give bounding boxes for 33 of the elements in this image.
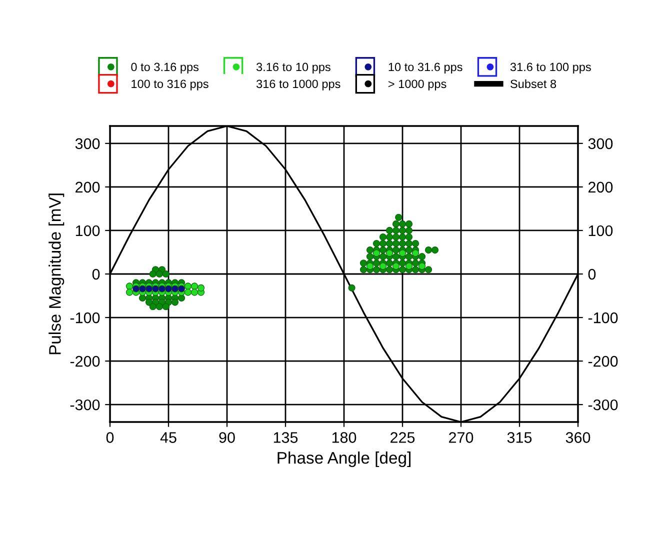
legend-label: 100 to 316 pps xyxy=(132,80,208,90)
y2-tick-label: -200 xyxy=(588,356,618,367)
legend-label: 10 to 31.6 pps xyxy=(388,62,462,74)
legend-label: 0 to 3.16 pps xyxy=(131,62,199,74)
legend-label: 31.6 to 100 pps xyxy=(510,62,591,74)
x-tick-label: 360 xyxy=(566,432,590,443)
y-tick-label: 200 xyxy=(76,182,100,193)
x-tick-label: 180 xyxy=(332,432,356,443)
x-tick-label: 225 xyxy=(390,432,415,443)
x-tick-label: 45 xyxy=(160,432,176,443)
y2-tick-label: -300 xyxy=(588,399,618,410)
y2-tick-label: 200 xyxy=(588,182,613,193)
y2-tick-label: -100 xyxy=(588,312,618,324)
y-axis-title: Pulse Magnitude [mV] xyxy=(48,194,64,354)
y2-tick-label: 300 xyxy=(588,138,613,150)
x-axis-title: Phase Angle [deg] xyxy=(278,452,410,468)
y2-tick-label: 0 xyxy=(588,268,596,280)
y-tick-label: -300 xyxy=(70,399,100,410)
x-tick-label: 135 xyxy=(274,432,298,443)
y-tick-label: -200 xyxy=(70,356,100,367)
x-tick-label: 315 xyxy=(507,432,532,443)
x-tick-label: 90 xyxy=(219,432,235,443)
legend-label: > 1000 pps xyxy=(388,80,446,90)
x-tick-label: 270 xyxy=(449,432,474,443)
legend-label: Subset 8 xyxy=(510,79,556,88)
legend-label: 3.16 to 10 pps xyxy=(256,62,330,74)
y-tick-label: 100 xyxy=(76,225,100,236)
legend-label: 316 to 1000 pps xyxy=(256,80,340,90)
x-tick-label: 0 xyxy=(106,432,114,443)
y-tick-label: 0 xyxy=(92,268,100,280)
y-tick-label: 300 xyxy=(75,138,100,150)
y-tick-label: -100 xyxy=(70,312,100,324)
y2-tick-label: 100 xyxy=(588,225,613,236)
